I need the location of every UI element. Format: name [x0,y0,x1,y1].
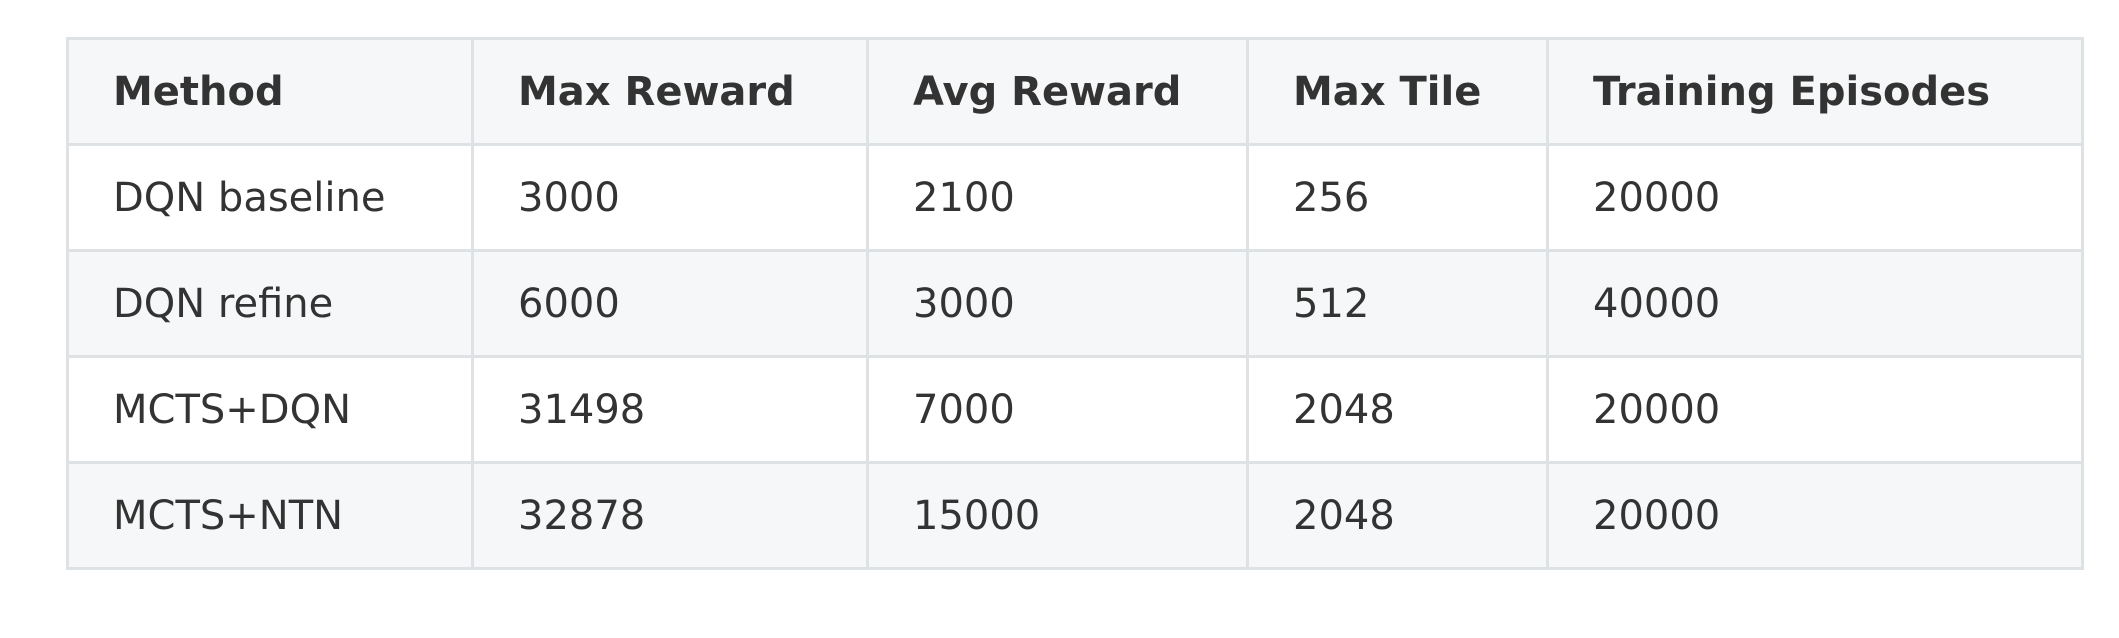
results-table: Method Max Reward Avg Reward Max Tile Tr… [66,37,2084,570]
cell-avg-reward: 3000 [866,249,1249,358]
cell-method: DQN refine [66,249,474,358]
cell-avg-reward: 7000 [866,355,1249,464]
cell-max-reward: 6000 [471,249,869,358]
cell-method: MCTS+NTN [66,461,474,570]
table-row: DQN baseline 3000 2100 256 20000 [66,143,2084,252]
table-header-row: Method Max Reward Avg Reward Max Tile Tr… [66,37,2084,146]
header-avg-reward: Avg Reward [866,37,1249,146]
cell-max-tile: 256 [1246,143,1549,252]
table-row: MCTS+DQN 31498 7000 2048 20000 [66,355,2084,464]
cell-max-tile: 2048 [1246,461,1549,570]
cell-method: DQN baseline [66,143,474,252]
header-method: Method [66,37,474,146]
header-max-tile: Max Tile [1246,37,1549,146]
header-training-episodes: Training Episodes [1546,37,2084,146]
table-row: MCTS+NTN 32878 15000 2048 20000 [66,461,2084,570]
cell-max-tile: 2048 [1246,355,1549,464]
table-row: DQN refine 6000 3000 512 40000 [66,249,2084,358]
cell-max-reward: 31498 [471,355,869,464]
cell-max-reward: 3000 [471,143,869,252]
cell-training-episodes: 40000 [1546,249,2084,358]
cell-max-reward: 32878 [471,461,869,570]
header-max-reward: Max Reward [471,37,869,146]
cell-training-episodes: 20000 [1546,355,2084,464]
cell-max-tile: 512 [1246,249,1549,358]
cell-training-episodes: 20000 [1546,461,2084,570]
cell-method: MCTS+DQN [66,355,474,464]
cell-training-episodes: 20000 [1546,143,2084,252]
cell-avg-reward: 2100 [866,143,1249,252]
cell-avg-reward: 15000 [866,461,1249,570]
